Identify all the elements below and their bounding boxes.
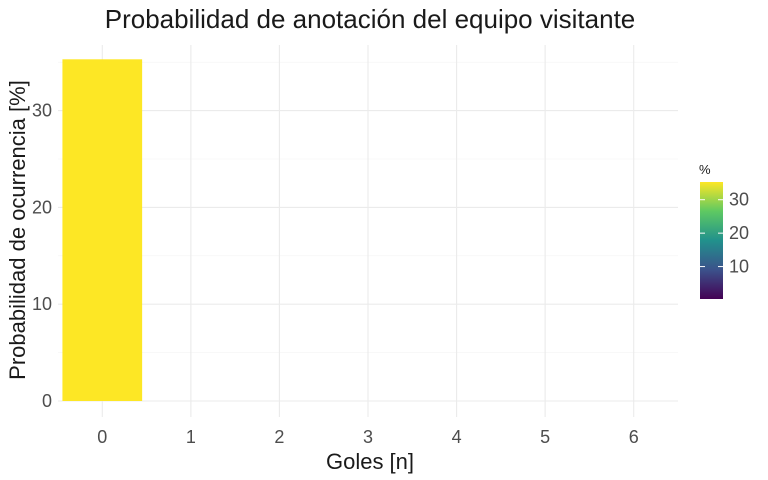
y-tick-label: 10 xyxy=(32,294,52,314)
legend-tick-label: 10 xyxy=(729,257,749,277)
x-axis-title: Goles [n] xyxy=(326,449,414,474)
x-tick-label: 0 xyxy=(97,427,107,447)
legend-tick-label: 30 xyxy=(729,190,749,210)
x-tick-label: 4 xyxy=(452,427,462,447)
legend-colorbar xyxy=(700,182,723,299)
y-tick-label: 20 xyxy=(32,197,52,217)
x-tick-label: 6 xyxy=(629,427,639,447)
plot-grid xyxy=(58,45,678,417)
x-tick-label: 5 xyxy=(540,427,550,447)
legend-tick-label: 20 xyxy=(729,223,749,243)
legend-ticks: 10 20 30 xyxy=(700,190,749,277)
legend-title: % xyxy=(699,162,711,177)
x-tick-label: 1 xyxy=(186,427,196,447)
y-axis-ticks: 0 10 20 30 xyxy=(32,101,52,411)
y-tick-label: 30 xyxy=(32,101,52,121)
y-tick-label: 0 xyxy=(42,391,52,411)
chart-title: Probabilidad de anotación del equipo vis… xyxy=(105,4,636,34)
x-axis-ticks: 0 1 2 3 4 5 6 xyxy=(97,427,638,447)
bars xyxy=(62,59,143,402)
x-tick-label: 3 xyxy=(363,427,373,447)
bar-0 xyxy=(62,59,143,402)
fill-legend: % 10 20 30 xyxy=(699,162,749,299)
x-tick-label: 2 xyxy=(274,427,284,447)
y-axis-title: Probabilidad de ocurrencia [%] xyxy=(5,80,30,380)
